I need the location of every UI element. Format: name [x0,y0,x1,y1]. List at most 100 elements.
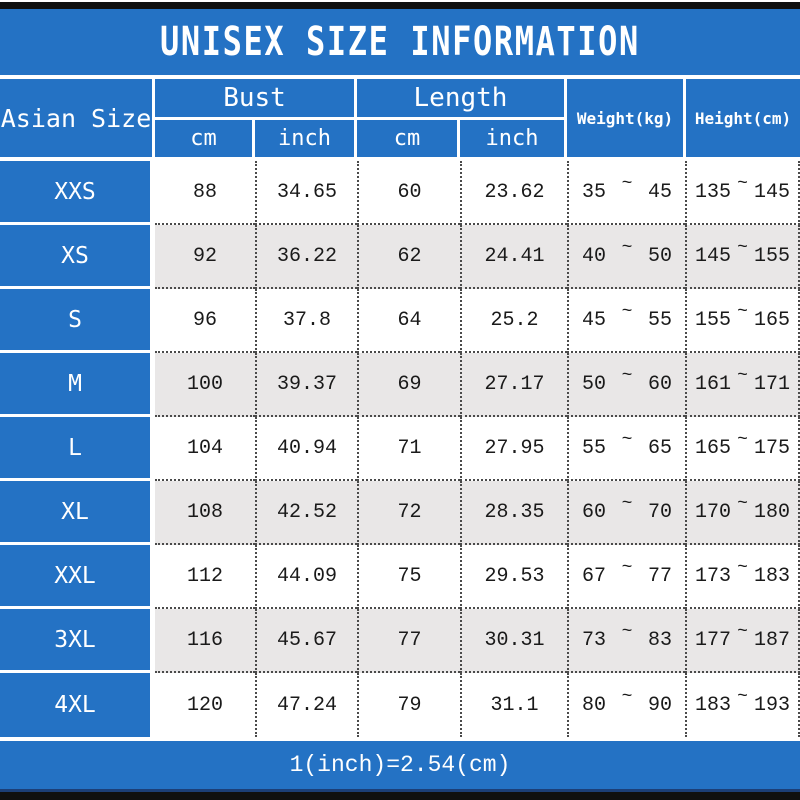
weight-min: 60 [582,500,607,524]
divider [0,75,800,79]
range-tilde: ~ [737,687,748,707]
height-min: 135 [695,180,732,204]
weight-max: 90 [647,693,672,717]
height-max: 193 [753,693,790,717]
weight-range: 73 ~ 83 [567,609,685,673]
range-tilde: ~ [621,494,633,514]
table-row: XXS 88 34.65 60 23.62 35 ~ 45 135 ~ 145 [0,161,800,225]
range-tilde: ~ [737,366,748,386]
height-max: 155 [753,244,790,268]
height-max: 171 [753,372,790,396]
length-cm-value: 64 [357,289,460,353]
height-range: 155 ~ 165 [685,289,800,353]
length-cm-value: 69 [357,353,460,417]
weight-max: 65 [647,436,672,460]
range-tilde: ~ [737,494,748,514]
bust-inch-value: 37.8 [255,289,357,353]
length-inch-value: 27.95 [460,417,567,481]
length-cm-value: 79 [357,673,460,737]
weight-range: 55 ~ 65 [567,417,685,481]
length-inch-value: 28.35 [460,481,567,545]
size-label: 3XL [0,609,155,673]
top-black-bar [0,2,800,9]
range-tilde: ~ [737,430,748,450]
height-min: 165 [695,436,732,460]
table-row: M 100 39.37 69 27.17 50 ~ 60 161 ~ 171 [0,353,800,417]
range-tilde: ~ [737,558,748,578]
table-row: XL 108 42.52 72 28.35 60 ~ 70 170 ~ 180 [0,481,800,545]
header-asian-size: Asian Size [0,79,152,157]
bust-inch-value: 42.52 [255,481,357,545]
length-inch-value: 29.53 [460,545,567,609]
weight-range: 45 ~ 55 [567,289,685,353]
table-row: XXL 112 44.09 75 29.53 67 ~ 77 173 ~ 183 [0,545,800,609]
height-max: 175 [753,436,790,460]
height-min: 155 [695,308,732,332]
height-range: 145 ~ 155 [685,225,800,289]
length-inch-value: 25.2 [460,289,567,353]
length-inch-value: 31.1 [460,673,567,737]
height-max: 180 [753,500,790,524]
height-min: 170 [695,500,732,524]
height-min: 173 [695,564,732,588]
bust-inch-value: 47.24 [255,673,357,737]
length-cm-value: 77 [357,609,460,673]
size-label: XS [0,225,155,289]
footer-navy-line [0,789,800,792]
range-tilde: ~ [737,174,748,194]
range-tilde: ~ [737,238,748,258]
bust-inch-value: 40.94 [255,417,357,481]
range-tilde: ~ [621,558,633,578]
weight-max: 45 [647,180,672,204]
range-tilde: ~ [621,622,633,642]
weight-range: 67 ~ 77 [567,545,685,609]
header-length-inch: inch [460,119,564,157]
height-max: 183 [753,564,790,588]
height-range: 170 ~ 180 [685,481,800,545]
height-range: 173 ~ 183 [685,545,800,609]
bust-cm-value: 96 [155,289,255,353]
length-cm-value: 62 [357,225,460,289]
weight-min: 35 [582,180,607,204]
weight-min: 55 [582,436,607,460]
bust-cm-value: 100 [155,353,255,417]
weight-range: 50 ~ 60 [567,353,685,417]
height-range: 183 ~ 193 [685,673,800,737]
height-range: 165 ~ 175 [685,417,800,481]
weight-max: 70 [647,500,672,524]
weight-range: 80 ~ 90 [567,673,685,737]
range-tilde: ~ [621,238,633,258]
range-tilde: ~ [737,302,748,322]
bust-cm-value: 112 [155,545,255,609]
size-label: L [0,417,155,481]
bust-cm-value: 104 [155,417,255,481]
size-label: S [0,289,155,353]
header-weight: Weight(kg) [567,79,683,157]
header-length-cm: cm [357,119,457,157]
range-tilde: ~ [621,174,633,194]
height-range: 161 ~ 171 [685,353,800,417]
height-max: 165 [753,308,790,332]
table-row: L 104 40.94 71 27.95 55 ~ 65 165 ~ 175 [0,417,800,481]
weight-max: 55 [647,308,672,332]
bottom-black-bar [0,792,800,800]
weight-min: 45 [582,308,607,332]
range-tilde: ~ [621,302,633,322]
height-range: 177 ~ 187 [685,609,800,673]
size-label: M [0,353,155,417]
bust-cm-value: 120 [155,673,255,737]
weight-min: 73 [582,628,607,652]
weight-max: 60 [647,372,672,396]
height-range: 135 ~ 145 [685,161,800,225]
weight-range: 35 ~ 45 [567,161,685,225]
weight-min: 80 [582,693,607,717]
height-max: 187 [753,628,790,652]
range-tilde: ~ [737,622,748,642]
header-bust-group: Bust [155,79,354,117]
range-tilde: ~ [621,687,633,707]
height-min: 177 [695,628,732,652]
weight-min: 50 [582,372,607,396]
page-title: UNISEX SIZE INFORMATION [160,19,640,65]
table-row: 4XL 120 47.24 79 31.1 80 ~ 90 183 ~ 193 [0,673,800,737]
